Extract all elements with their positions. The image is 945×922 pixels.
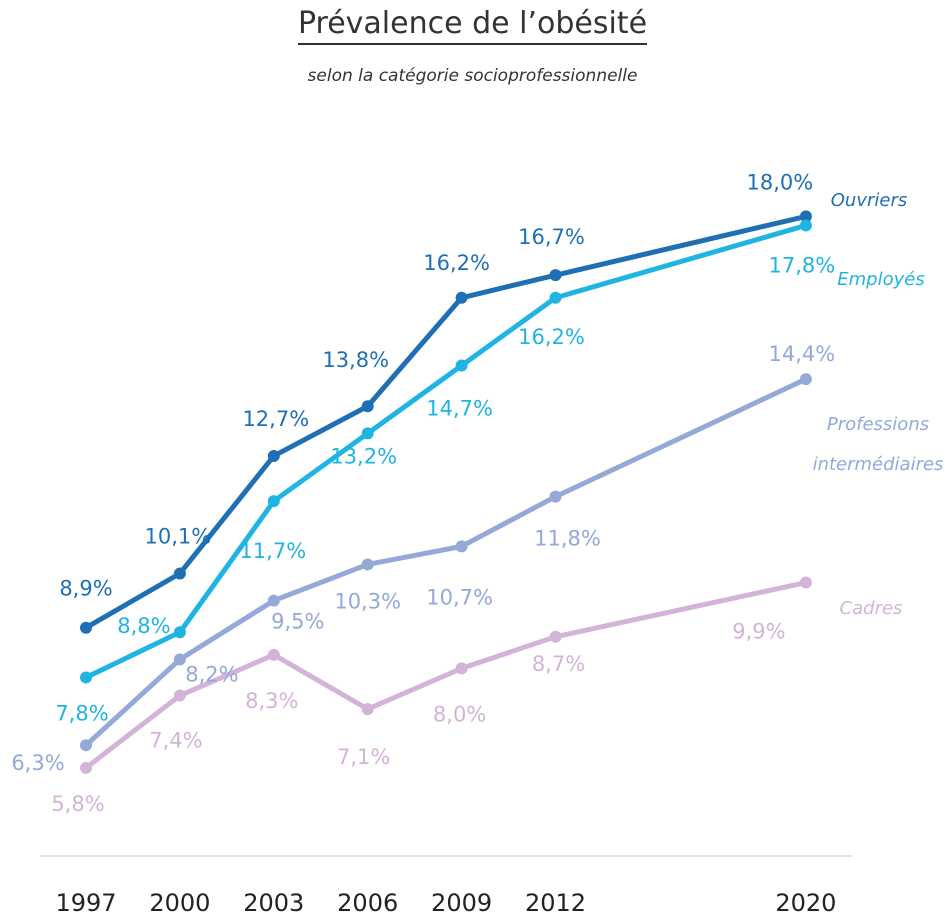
- data-point-4-2000: [173, 689, 186, 702]
- chart-subtitle: selon la catégorie socioprofessionnelle: [307, 66, 638, 86]
- data-point-4-2012: [549, 630, 562, 643]
- data-label-1-2000: 10,1%: [145, 524, 212, 548]
- data-point-1-1997: [80, 621, 92, 634]
- data-label-4-2009: 8,0%: [433, 702, 486, 726]
- legend-entry-2: Employés: [837, 269, 924, 290]
- data-label-1-2003: 12,7%: [242, 407, 309, 431]
- data-point-2-2012: [549, 291, 562, 304]
- x-tick-label-1997: 1997: [55, 889, 116, 917]
- data-label-3-2003: 9,5%: [271, 610, 324, 634]
- data-label-4-1997: 5,8%: [51, 792, 104, 816]
- series-line-2: [83, 222, 809, 680]
- data-label-3-1997: 6,3%: [11, 751, 64, 775]
- data-label-4-2003: 8,3%: [245, 689, 298, 713]
- data-point-2-2003: [267, 495, 280, 508]
- data-label-1-2020: 18,0%: [747, 170, 814, 194]
- data-point-3-2006: [361, 558, 374, 571]
- data-point-3-2000: [173, 653, 186, 666]
- x-tick-label-2006: 2006: [337, 889, 398, 917]
- x-tick-label-2000: 2000: [149, 889, 210, 917]
- data-label-4-2020: 9,9%: [732, 620, 785, 644]
- data-label-2-2009: 14,7%: [426, 397, 493, 421]
- x-tick-label-2003: 2003: [243, 889, 304, 917]
- legend-entry-4: Cadres: [840, 598, 903, 619]
- x-tick-label-2020: 2020: [775, 889, 836, 917]
- data-point-1-2009: [455, 291, 468, 304]
- data-point-2-1997: [80, 671, 92, 684]
- chart-title: Prévalence de l’obésité: [0, 6, 945, 45]
- data-point-3-2020: [799, 373, 812, 386]
- data-point-3-1997: [80, 739, 92, 752]
- data-point-3-2003: [267, 594, 280, 607]
- legend-entry-3: Professions intermédiaires: [813, 414, 944, 475]
- data-label-4-2006: 7,1%: [337, 745, 390, 769]
- x-tick-label-2012: 2012: [525, 889, 586, 917]
- data-label-1-2012: 16,7%: [518, 225, 585, 249]
- data-label-2-2006: 13,2%: [330, 444, 397, 468]
- data-point-1-2012: [549, 269, 562, 282]
- legend-entry-1: Ouvriers: [831, 190, 907, 211]
- series-line-1: [83, 213, 809, 631]
- data-label-2-2003: 11,7%: [239, 539, 306, 563]
- data-point-1-2000: [173, 567, 186, 580]
- data-point-2-2020: [799, 219, 812, 232]
- data-point-1-2003: [267, 449, 280, 462]
- data-label-3-2012: 11,8%: [534, 527, 601, 551]
- data-point-4-2020: [799, 576, 812, 589]
- data-label-2-1997: 7,8%: [55, 701, 108, 725]
- data-label-2-2020: 17,8%: [769, 253, 836, 277]
- data-point-1-2006: [361, 400, 374, 413]
- data-label-4-2012: 8,7%: [532, 652, 585, 676]
- data-point-4-2006: [361, 703, 374, 716]
- data-label-1-2006: 13,8%: [322, 348, 389, 372]
- data-point-3-2009: [455, 540, 468, 553]
- data-point-4-1997: [80, 761, 92, 774]
- data-point-4-2003: [267, 648, 280, 661]
- data-point-2-2009: [455, 359, 468, 372]
- data-label-4-2000: 7,4%: [149, 729, 202, 753]
- data-label-1-2009: 16,2%: [423, 251, 490, 275]
- data-label-3-2009: 10,7%: [426, 585, 493, 609]
- data-label-3-2006: 10,3%: [334, 589, 401, 613]
- data-point-4-2009: [455, 662, 468, 675]
- data-label-2-2000: 8,8%: [117, 614, 170, 638]
- data-label-1-1997: 8,9%: [59, 577, 112, 601]
- data-label-2-2012: 16,2%: [518, 325, 585, 349]
- data-point-2-2000: [173, 626, 186, 639]
- data-label-3-2000: 8,2%: [185, 662, 238, 686]
- data-point-2-2006: [361, 427, 374, 440]
- data-point-3-2012: [549, 490, 562, 503]
- data-label-3-2020: 14,4%: [769, 342, 836, 366]
- data-point-1-2020: [799, 210, 812, 223]
- x-tick-label-2009: 2009: [431, 889, 492, 917]
